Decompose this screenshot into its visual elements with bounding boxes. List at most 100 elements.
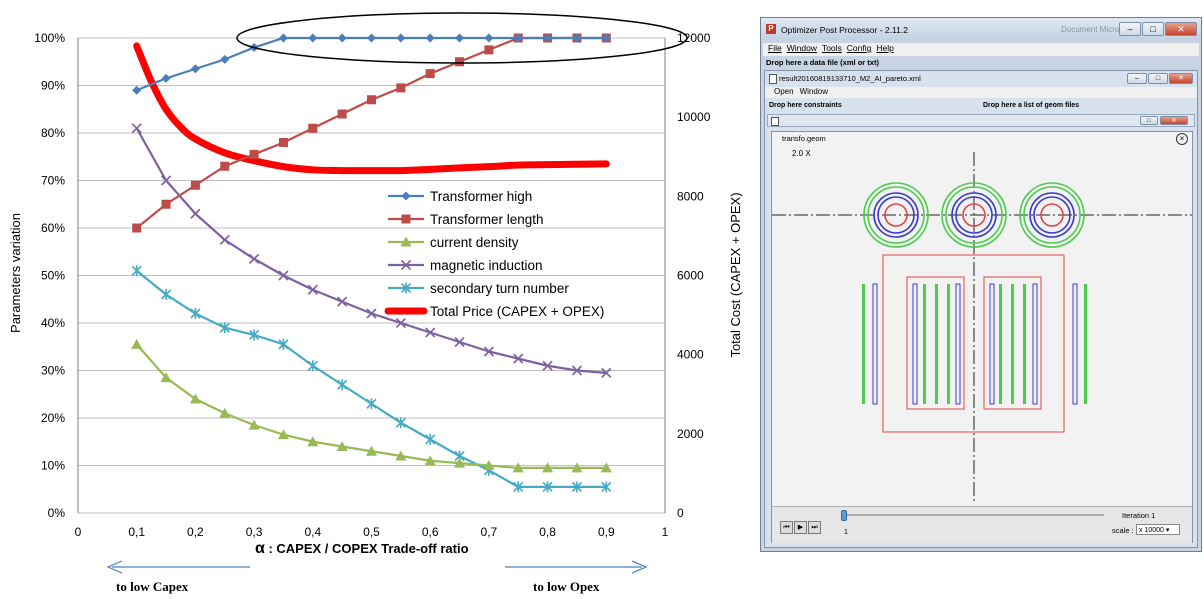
highlight-ellipse — [236, 12, 688, 64]
y-tick-label: 60% — [41, 221, 65, 235]
geometry-view: transfo.geom × 2.0 X ⏮ ▶ ⏭ 1 Iteration 1 — [771, 131, 1193, 543]
data-point — [190, 180, 200, 190]
data-point — [190, 64, 200, 74]
data-point — [336, 441, 348, 451]
close-button[interactable]: ✕ — [1165, 22, 1197, 36]
data-point — [249, 149, 259, 159]
sub-restore-button[interactable]: □ — [1148, 73, 1168, 84]
data-point — [366, 398, 377, 410]
data-point — [366, 445, 377, 456]
y2-tick-label: 8000 — [677, 189, 704, 203]
data-point — [131, 123, 142, 134]
legend-label: secondary turn number — [430, 281, 569, 296]
data-point — [601, 481, 612, 493]
winding-bar — [1072, 283, 1078, 405]
data-point — [160, 372, 172, 383]
winding-bar — [1011, 284, 1014, 404]
winding-bar — [1023, 284, 1026, 404]
data-point — [396, 83, 406, 93]
left-arrow — [106, 560, 250, 574]
series-transformer-high — [132, 33, 611, 95]
menu-file[interactable]: File — [768, 43, 782, 53]
data-point — [400, 282, 412, 294]
y-tick-label: 10% — [41, 459, 65, 473]
x-tick-label: 0,7 — [481, 525, 498, 539]
data-point — [513, 33, 523, 43]
window-titlebar[interactable]: P Optimizer Post Processor - 2.11.2 Docu… — [761, 18, 1201, 40]
data-point — [220, 54, 230, 64]
geom-close-icon[interactable]: × — [1176, 133, 1188, 145]
rewind-button[interactable]: ⏮ — [780, 521, 793, 534]
scale-label: scale : — [1112, 526, 1134, 535]
y-tick-label: 30% — [41, 364, 65, 378]
minimize-button[interactable]: – — [1119, 22, 1141, 36]
optimizer-window: P Optimizer Post Processor - 2.11.2 Docu… — [760, 17, 1202, 552]
data-point — [601, 33, 611, 43]
coil-ring — [873, 192, 919, 238]
y2-tick-label: 6000 — [677, 269, 704, 283]
legend-item: Transformer length — [388, 212, 544, 227]
data-point — [425, 69, 435, 79]
forward-button[interactable]: ⏭ — [808, 521, 821, 534]
data-point — [278, 270, 289, 281]
menu-window[interactable]: Window — [786, 43, 817, 53]
sub-close-button[interactable]: ✕ — [1169, 73, 1193, 84]
geom-close-button[interactable]: ✕ — [1160, 116, 1188, 125]
result-subwindow: result20160819133710_M2_AI_pareto.xml – … — [764, 70, 1198, 548]
series-current-density — [131, 338, 612, 473]
coil-ring — [867, 186, 925, 244]
data-point — [400, 236, 412, 247]
geom-restore-button[interactable]: □ — [1140, 116, 1158, 125]
y-tick-label: 80% — [41, 126, 65, 140]
winding-bar — [955, 283, 961, 405]
drop-data-file-zone[interactable]: Drop here a data file (xml or txt) — [766, 58, 879, 67]
legend-item: Total Price (CAPEX + OPEX) — [384, 304, 604, 319]
coil-ring — [877, 196, 915, 234]
data-point — [513, 353, 524, 364]
data-point — [571, 481, 583, 493]
coil-ring — [945, 186, 1003, 244]
legend-item: secondary turn number — [388, 281, 569, 296]
x-tick-label: 0,5 — [363, 525, 380, 539]
menu-tools[interactable]: Tools — [821, 43, 842, 53]
winding-bar — [1032, 283, 1038, 405]
right-arrow-text: to low Opex — [533, 579, 600, 594]
sub-minimize-button[interactable]: – — [1127, 73, 1147, 84]
x-tick-label: 0,6 — [422, 525, 439, 539]
coil-ring — [1040, 203, 1064, 227]
coil-ring — [1019, 182, 1085, 248]
data-point — [337, 296, 348, 307]
maximize-button[interactable]: □ — [1142, 22, 1164, 36]
data-point — [161, 73, 171, 83]
scale-select[interactable]: x 10000 ▾ — [1136, 524, 1180, 535]
data-point — [220, 161, 230, 171]
drop-geom-zone[interactable]: Drop here a list of geom files — [983, 102, 1080, 109]
data-point — [190, 208, 201, 219]
menu-open[interactable]: Open — [774, 87, 794, 96]
parameters-chart: 0% 10% 20% 30% 40% 50% 60% 70% 80% 90% 100% 0 2000 4… — [8, 12, 743, 594]
winding-bar — [862, 284, 865, 404]
menu-config[interactable]: Config — [846, 43, 872, 53]
data-point — [425, 327, 436, 338]
drop-constraints-zone[interactable]: Drop here constraints — [769, 102, 842, 109]
y2-tick-label: 2000 — [677, 427, 704, 441]
winding-bar — [1084, 284, 1087, 404]
coil-ring — [884, 203, 908, 227]
data-point — [249, 253, 260, 264]
data-point — [337, 379, 348, 391]
legend-label: current density — [430, 235, 519, 250]
slider-value: 1 — [844, 529, 848, 536]
menu-window-inner[interactable]: Window — [799, 87, 829, 96]
legend-label: magnetic induction — [430, 258, 543, 273]
data-point — [131, 265, 142, 277]
window-title: Optimizer Post Processor - 2.11.2 — [781, 25, 908, 35]
data-point — [395, 317, 406, 329]
data-point — [484, 45, 494, 55]
data-point — [571, 462, 583, 473]
play-button[interactable]: ▶ — [794, 521, 807, 534]
data-point — [131, 338, 143, 349]
menu-help[interactable]: Help — [876, 43, 894, 53]
iteration-slider-thumb[interactable] — [841, 510, 847, 521]
transformer-geometry-drawing[interactable] — [772, 132, 1192, 506]
iteration-slider[interactable] — [842, 514, 1104, 516]
